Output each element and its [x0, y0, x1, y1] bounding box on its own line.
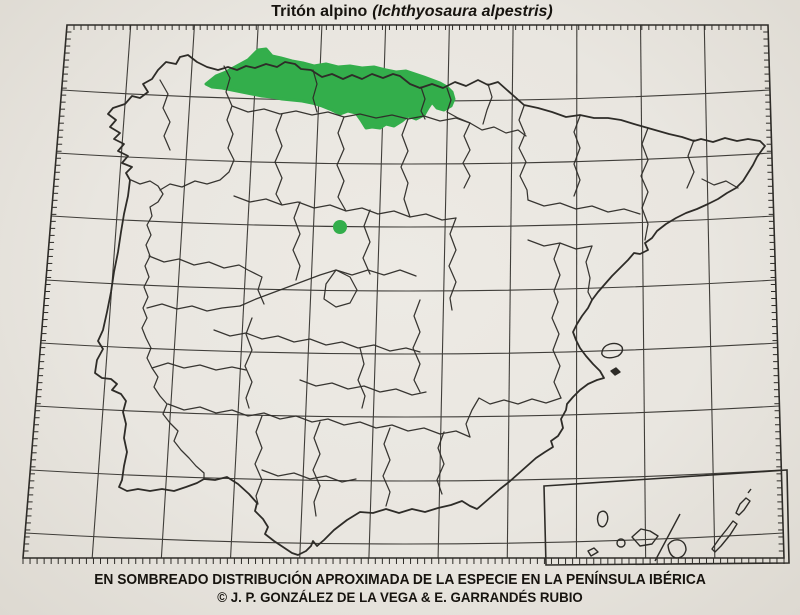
isolated-record-dot	[333, 220, 347, 234]
iberia-coastline	[94, 54, 766, 556]
inset-box	[543, 469, 790, 566]
tenerife-island	[631, 528, 659, 547]
gran-canaria-island	[667, 539, 687, 559]
portugal-spain-border	[130, 179, 205, 480]
la-palma-island	[596, 510, 609, 528]
species-common-name: Tritón alpino	[271, 3, 368, 20]
caption-distribution: EN SOMBREADO DISTRIBUCIÓN APROXIMADA DE …	[94, 571, 706, 588]
caption-credits: © J. P. GONZÁLEZ DE LA VEGA & E. GARRAND…	[217, 589, 583, 605]
el-hierro-island	[587, 547, 599, 557]
canary-islands-inset	[543, 469, 790, 566]
lanzarote-island	[735, 497, 751, 516]
map-frame-ticks	[22, 24, 785, 564]
la-gomera-island	[616, 538, 626, 548]
fuerteventura-island	[711, 520, 738, 553]
inset-divider-slash	[654, 513, 681, 562]
species-scientific-name: (Ichthyosaura alpestris)	[372, 3, 553, 20]
distribution-area-north	[204, 47, 456, 130]
map-title: Tritón alpino (Ichthyosaura alpestris)	[12, 3, 800, 21]
balearic-islands	[601, 342, 624, 376]
mallorca-island	[601, 342, 624, 359]
lanzarote-islet-tick	[747, 488, 752, 494]
distribution-shading	[204, 47, 456, 234]
province-boundaries	[130, 65, 739, 517]
ibiza-island	[610, 367, 621, 376]
